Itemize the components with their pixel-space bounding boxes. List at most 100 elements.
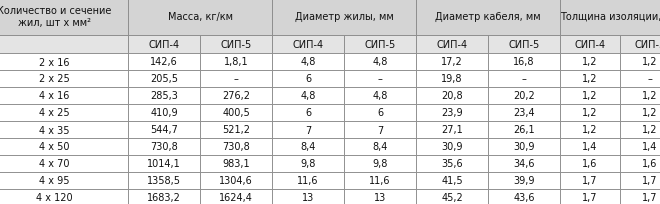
Bar (272, 54, 344, 71)
Text: СИП-4: СИП-4 (574, 40, 606, 50)
Bar (416, 71, 488, 88)
Bar (0, 54, 128, 71)
Bar (344, 88, 416, 104)
Bar (620, 71, 660, 88)
Bar (488, 54, 560, 71)
Text: СИП-5: СИП-5 (508, 40, 540, 50)
Text: 400,5: 400,5 (222, 108, 250, 118)
Text: СИП-4: СИП-4 (436, 40, 467, 50)
Text: Толщина изоляции, мм: Толщина изоляции, мм (560, 12, 660, 22)
Bar (0, 36, 128, 54)
Bar (0, 172, 128, 189)
Bar (416, 88, 488, 104)
Bar (128, 172, 200, 189)
Bar (488, 104, 560, 121)
Text: 1,2: 1,2 (582, 125, 598, 135)
Bar (272, 88, 344, 104)
Text: –: – (378, 74, 382, 84)
Text: 4 х 35: 4 х 35 (39, 125, 69, 135)
Bar (272, 121, 344, 138)
Bar (620, 121, 660, 138)
Bar (560, 121, 620, 138)
Bar (344, 172, 416, 189)
Bar (488, 88, 560, 104)
Text: 11,6: 11,6 (297, 176, 319, 186)
Bar (344, 104, 416, 121)
Bar (560, 172, 620, 189)
Bar (620, 104, 660, 121)
Text: Диаметр кабеля, мм: Диаметр кабеля, мм (435, 12, 541, 22)
Bar (200, 71, 272, 88)
Text: 4 х 25: 4 х 25 (39, 108, 69, 118)
Bar (128, 189, 200, 204)
Text: 1,2: 1,2 (642, 108, 658, 118)
Text: 2 х 25: 2 х 25 (39, 74, 69, 84)
Bar (200, 172, 272, 189)
Text: 1304,6: 1304,6 (219, 176, 253, 186)
Text: 1,4: 1,4 (642, 142, 657, 152)
Bar (0, 121, 128, 138)
Bar (0, 71, 128, 88)
Text: 6: 6 (305, 108, 311, 118)
Text: 1,6: 1,6 (642, 159, 657, 169)
Text: 4,8: 4,8 (372, 57, 387, 67)
Bar (416, 54, 488, 71)
Bar (200, 155, 272, 172)
Text: 4 х 95: 4 х 95 (39, 176, 69, 186)
Bar (560, 155, 620, 172)
Bar (416, 104, 488, 121)
Bar (0, 189, 128, 204)
Text: 1358,5: 1358,5 (147, 176, 181, 186)
Bar (128, 0, 272, 36)
Bar (620, 88, 660, 104)
Text: 4 х 70: 4 х 70 (39, 159, 69, 169)
Text: 1,7: 1,7 (582, 193, 598, 203)
Text: 1,4: 1,4 (582, 142, 598, 152)
Bar (0, 138, 128, 155)
Bar (488, 155, 560, 172)
Bar (128, 155, 200, 172)
Text: 1,7: 1,7 (642, 193, 658, 203)
Bar (0, 155, 128, 172)
Text: 983,1: 983,1 (222, 159, 250, 169)
Text: 9,8: 9,8 (372, 159, 387, 169)
Bar (560, 138, 620, 155)
Bar (620, 172, 660, 189)
Bar (200, 54, 272, 71)
Text: 1,7: 1,7 (582, 176, 598, 186)
Text: –: – (521, 74, 527, 84)
Text: 20,2: 20,2 (513, 91, 535, 101)
Text: 7: 7 (377, 125, 383, 135)
Text: 1,7: 1,7 (642, 176, 658, 186)
Text: 1014,1: 1014,1 (147, 159, 181, 169)
Text: 6: 6 (305, 74, 311, 84)
Text: 730,8: 730,8 (222, 142, 250, 152)
Bar (128, 54, 200, 71)
Text: СИП-5: СИП-5 (364, 40, 395, 50)
Text: 16,8: 16,8 (513, 57, 535, 67)
Bar (344, 138, 416, 155)
Bar (416, 0, 560, 36)
Bar (620, 155, 660, 172)
Bar (560, 54, 620, 71)
Text: –: – (234, 74, 238, 84)
Text: 7: 7 (305, 125, 311, 135)
Bar (560, 0, 660, 36)
Bar (272, 0, 416, 36)
Text: 45,2: 45,2 (441, 193, 463, 203)
Text: 1,2: 1,2 (642, 125, 658, 135)
Bar (0, 104, 128, 121)
Text: 4,8: 4,8 (300, 91, 315, 101)
Text: 8,4: 8,4 (300, 142, 315, 152)
Bar (272, 71, 344, 88)
Text: СИП-5: СИП-5 (220, 40, 251, 50)
Text: 17,2: 17,2 (441, 57, 463, 67)
Bar (200, 121, 272, 138)
Bar (200, 104, 272, 121)
Bar (128, 88, 200, 104)
Text: 1,2: 1,2 (642, 91, 658, 101)
Text: 41,5: 41,5 (441, 176, 463, 186)
Text: 1,2: 1,2 (582, 74, 598, 84)
Text: 30,9: 30,9 (442, 142, 463, 152)
Text: 43,6: 43,6 (513, 193, 535, 203)
